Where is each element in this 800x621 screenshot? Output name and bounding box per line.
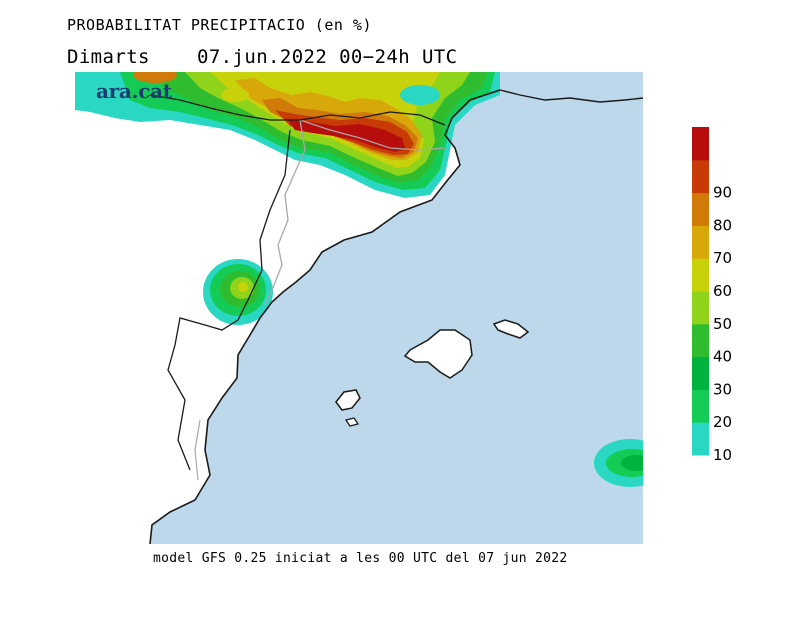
precip-field-west (203, 259, 273, 325)
island-menorca (492, 319, 530, 339)
region-border (264, 119, 306, 306)
map-title: PROBABILITAT PRECIPITACIO (en %) (67, 16, 372, 34)
colorbar-label: 10 (713, 446, 732, 464)
colorbar-label: 50 (713, 315, 732, 333)
colorbar-swatch (692, 225, 709, 259)
map-subtitle: Dimarts 07.jun.2022 00−24h UTC (67, 46, 457, 68)
colorbar-label: 70 (713, 249, 732, 267)
colorbar-swatch (692, 422, 709, 456)
colorbar-label: 20 (713, 413, 732, 431)
coastline (149, 89, 501, 544)
colorbar-label: 60 (713, 282, 732, 300)
island-mallorca (403, 329, 473, 379)
colorbar-swatch (692, 389, 709, 423)
forecast-datetime: 07.jun.2022 00−24h UTC (197, 46, 458, 68)
brand-logo: ara.cat (96, 79, 172, 103)
colorbar-swatch (692, 258, 709, 292)
island-ibiza (335, 389, 361, 411)
model-info: model GFS 0.25 iniciat a les 00 UTC del … (153, 551, 568, 566)
colorbar-swatch (692, 356, 709, 390)
forecast-day: Dimarts (67, 46, 150, 68)
colorbar-label: 80 (713, 216, 732, 234)
precip-field-north (75, 72, 500, 198)
precip-field-southeast (594, 439, 643, 487)
colorbar-swatch (692, 323, 709, 358)
colorbar-swatch (692, 127, 709, 161)
colorbar-swatch (692, 159, 709, 194)
colorbar: 10 20 30 40 50 60 70 80 90 (692, 127, 732, 464)
colorbar-label: 90 (713, 184, 732, 202)
colorbar-swatch (692, 192, 709, 226)
colorbar-swatch (692, 291, 709, 325)
island-formentera (344, 417, 360, 427)
colorbar-label: 40 (713, 348, 732, 366)
colorbar-label: 30 (713, 380, 732, 398)
